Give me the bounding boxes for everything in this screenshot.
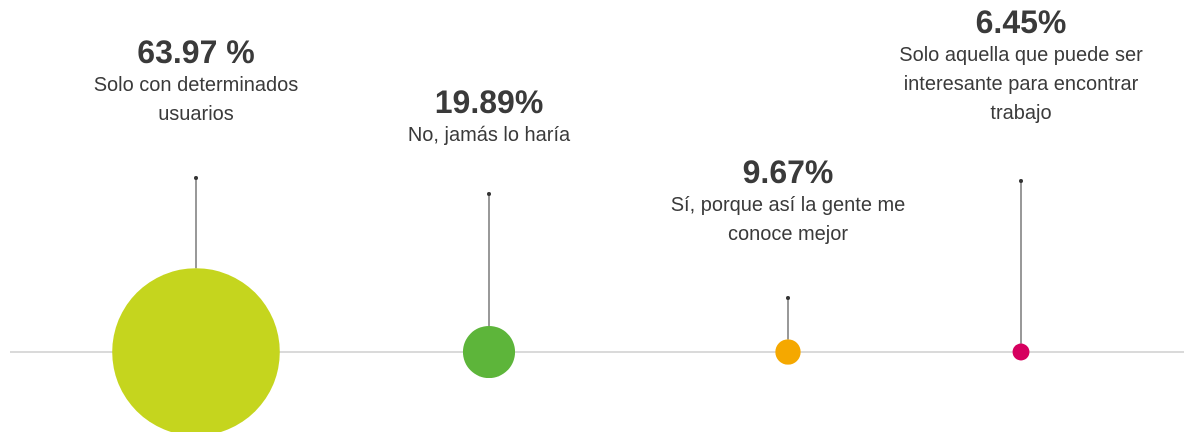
label: 19.89% No, jamás lo haría (364, 83, 614, 150)
category-label: Sí, porque así la gente me conoce mejor (670, 194, 906, 245)
bubble (112, 268, 280, 432)
leader-dot (786, 296, 790, 300)
category-label: Solo con determinados usuarios (93, 74, 299, 125)
value-label: 6.45% (975, 4, 1067, 40)
label: 6.45% Solo aquella que puede ser interesa… (899, 3, 1144, 128)
leader-dot (194, 176, 198, 180)
leader-dot (1019, 179, 1023, 183)
bubble (775, 339, 801, 365)
category-label: Solo aquella que puede ser interesante p… (899, 44, 1143, 124)
bubble (462, 325, 516, 379)
leader-dot (487, 192, 491, 196)
category-label: No, jamás lo haría (407, 124, 571, 146)
label: 63.97 % Solo con determinados usuarios (71, 33, 321, 129)
value-label: 19.89% (434, 84, 544, 120)
value-label: 9.67% (742, 154, 834, 190)
bubble (1012, 343, 1030, 361)
value-label: 63.97 % (137, 34, 255, 70)
label: 9.67% Sí, porque así la gente me conoce m… (666, 153, 911, 249)
